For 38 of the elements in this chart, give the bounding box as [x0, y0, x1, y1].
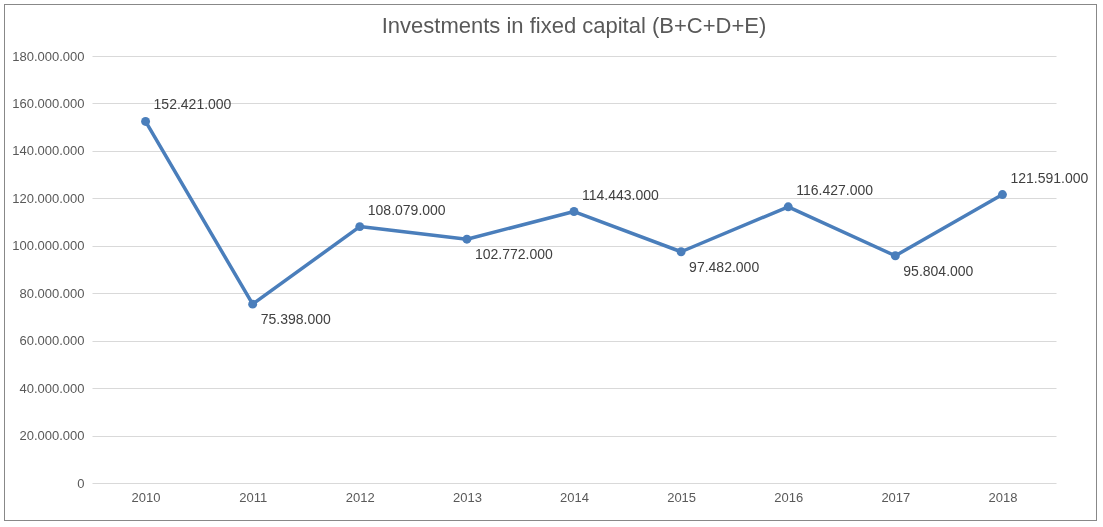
point	[355, 222, 365, 232]
x-tick-label: 2010	[131, 489, 161, 505]
text: 97.482.000	[689, 258, 760, 275]
x-tick-label: 2012	[345, 489, 375, 505]
text: 108.079.000	[367, 201, 446, 218]
x-tick-label: 2011	[239, 489, 268, 505]
y-tick-label: 160.000.000	[12, 95, 85, 111]
chart-title: Investments in fixed capital (B+C+D+E)	[381, 13, 767, 38]
x-tick-label: 2015	[667, 489, 697, 505]
point	[248, 299, 258, 309]
x-tick-label: 2018	[988, 489, 1018, 505]
point	[890, 251, 900, 261]
text: 95.804.000	[903, 262, 974, 279]
x-tick-label: 2016	[774, 489, 804, 505]
point	[783, 202, 793, 212]
y-tick-label: 20.000.000	[19, 428, 85, 444]
y-tick-label: 40.000.000	[19, 380, 85, 396]
y-tick-label: 60.000.000	[19, 333, 85, 349]
y-tick-label: 180.000.000	[12, 48, 85, 64]
y-tick-label: 80.000.000	[19, 285, 85, 301]
text: 114.443.000	[582, 186, 659, 203]
point	[676, 247, 686, 257]
point	[462, 234, 472, 244]
text: 75.398.000	[260, 311, 331, 328]
x-tick-label: 2017	[881, 489, 911, 505]
text: 152.421.000	[153, 96, 232, 113]
y-tick-label: 0	[77, 475, 85, 491]
text: 121.591.000	[1010, 169, 1089, 186]
point	[569, 207, 579, 216]
x-tick-label: 2013	[452, 489, 482, 505]
y-tick-label: 140.000.000	[12, 143, 85, 159]
point	[141, 116, 151, 126]
y-tick-label: 100.000.000	[12, 238, 85, 254]
text: 116.427.000	[796, 181, 874, 198]
y-tick-label: 120.000.000	[12, 190, 85, 206]
x-tick-label: 2014	[560, 489, 589, 505]
point	[997, 190, 1007, 200]
text: 102.772.000	[474, 246, 553, 263]
